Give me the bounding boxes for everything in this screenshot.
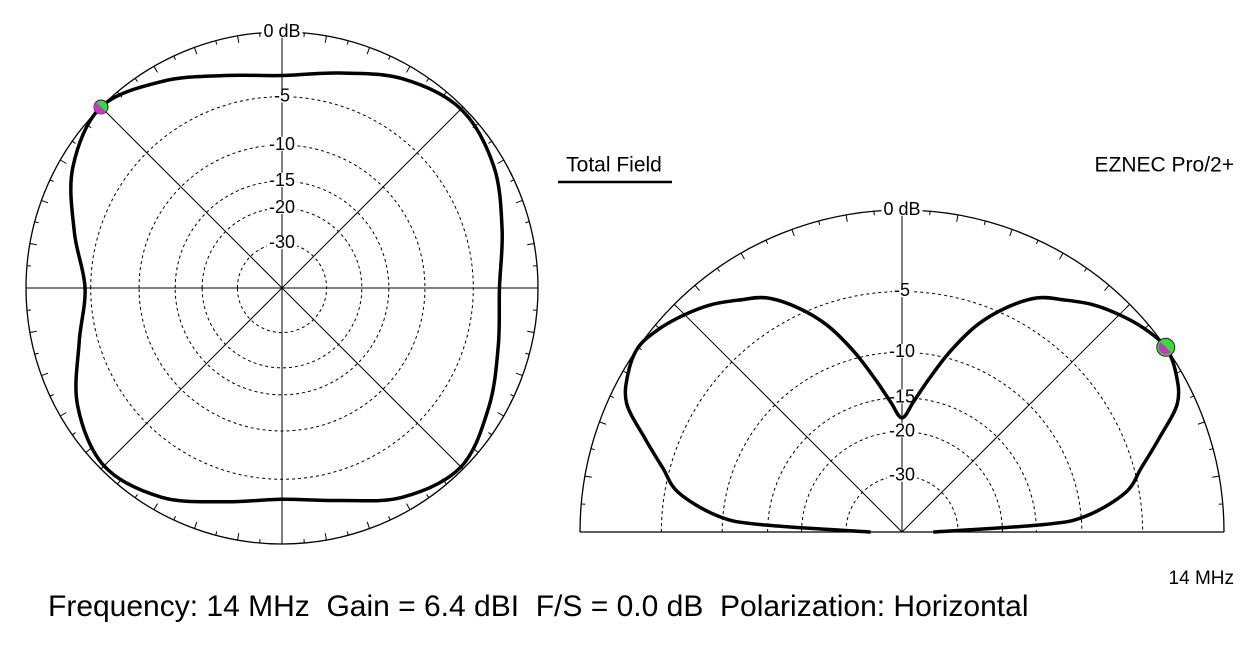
degree-tick (325, 533, 326, 540)
degree-tick (72, 433, 75, 435)
degree-tick (238, 36, 239, 43)
ring-label: -20 (889, 420, 915, 440)
degree-tick (194, 522, 196, 529)
degree-tick (60, 160, 66, 164)
radial-line (902, 304, 1130, 532)
ring-label: 0 dB (883, 199, 920, 219)
degree-tick (72, 141, 75, 143)
radial-line (101, 107, 282, 288)
degree-tick (792, 229, 794, 236)
degree-tick (527, 244, 534, 245)
degree-tick (238, 533, 239, 540)
degree-tick (30, 331, 37, 332)
degree-tick (427, 78, 429, 81)
degree-tick (60, 413, 66, 417)
degree-tick (516, 373, 523, 375)
radial-line (282, 288, 463, 469)
degree-tick (41, 373, 48, 375)
degree-tick (407, 66, 411, 72)
degree-tick (741, 253, 745, 259)
degree-tick (498, 160, 504, 164)
degree-tick (367, 47, 369, 54)
degree-tick (599, 422, 606, 424)
degree-tick (957, 215, 958, 222)
ring-label: -15 (269, 170, 295, 190)
ring-label: -10 (269, 134, 295, 154)
degree-tick (135, 494, 137, 497)
ring-label: -5 (274, 85, 290, 105)
degree-tick (407, 504, 411, 510)
degree-tick (695, 285, 699, 290)
degree-tick (154, 504, 158, 510)
ring-label: 0 dB (263, 21, 300, 41)
degree-tick (527, 331, 534, 332)
degree-tick (1198, 422, 1205, 424)
radial-line (674, 304, 902, 532)
degree-tick (194, 47, 196, 54)
ring-label: -10 (889, 341, 915, 361)
degree-tick (846, 215, 847, 222)
degree-tick (41, 200, 48, 202)
degree-tick (1010, 229, 1012, 236)
degree-tick (488, 141, 491, 143)
degree-tick (1084, 268, 1086, 271)
ring-label: -30 (889, 465, 915, 485)
degree-tick (427, 494, 429, 497)
degree-tick (1060, 253, 1064, 259)
degree-tick (498, 413, 504, 417)
ring-label: -5 (894, 280, 910, 300)
degree-tick (325, 36, 326, 43)
degree-tick (1104, 285, 1108, 290)
degree-tick (135, 78, 137, 81)
ring-label: -20 (269, 197, 295, 217)
program-name: EZNEC Pro/2+ (1095, 154, 1234, 177)
degree-tick (717, 268, 719, 271)
pattern-title: Total Field (566, 154, 662, 177)
summary: Frequency: 14 MHz Gain = 6.4 dBI F/S = 0… (48, 590, 1028, 623)
radial-line (101, 288, 282, 469)
degree-tick (1212, 476, 1219, 477)
degree-tick (30, 244, 37, 245)
ring-label: -30 (269, 232, 295, 252)
degree-tick (367, 522, 369, 529)
radial-line (282, 107, 463, 288)
frequency-label: 14 MHz (1169, 568, 1234, 589)
degree-tick (488, 433, 491, 435)
degree-tick (585, 476, 592, 477)
degree-tick (516, 200, 523, 202)
degree-tick (154, 66, 158, 72)
